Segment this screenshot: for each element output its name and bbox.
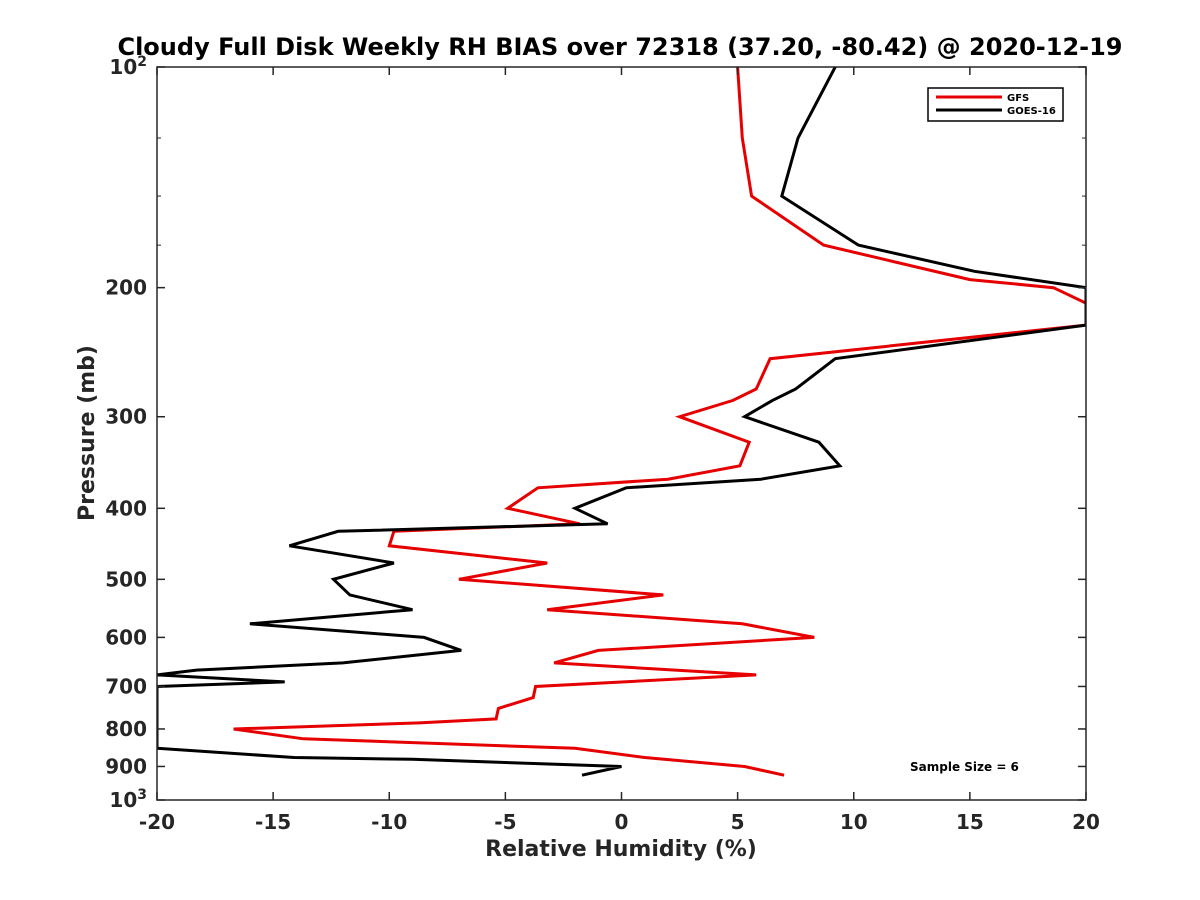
- y-tick-label: 500: [105, 567, 147, 591]
- x-tick-label: -20: [139, 810, 175, 834]
- x-tick-label: 10: [840, 810, 868, 834]
- y-tick-label: 700: [105, 674, 147, 698]
- x-tick-label: -5: [494, 810, 516, 834]
- y-tick-label: 300: [105, 405, 147, 429]
- x-tick-label: 15: [956, 810, 984, 834]
- y-tick-label: 103: [109, 787, 147, 812]
- x-axis-label: Relative Humidity (%): [485, 837, 757, 862]
- x-tick-label: 0: [615, 810, 629, 834]
- y-axis-label: Pressure (mb): [75, 345, 100, 521]
- sample-size-annotation: Sample Size = 6: [910, 760, 1019, 774]
- legend-label-gfs: GFS: [1007, 93, 1029, 104]
- x-axis: -20 -15 -10 -5 0 5 10 15 20: [139, 67, 1100, 834]
- y-tick-label: 400: [105, 496, 147, 520]
- x-tick-label: 20: [1072, 810, 1100, 834]
- series-line-goes-16: [157, 67, 1086, 777]
- series-layer: [157, 67, 1086, 777]
- x-tick-label: -15: [255, 810, 291, 834]
- legend: GFS GOES-16: [927, 87, 1064, 122]
- series-line-gfs: [233, 67, 1086, 777]
- legend-box: [927, 87, 1064, 122]
- y-tick-label: 600: [105, 625, 147, 649]
- legend-label-goes-16: GOES-16: [1007, 106, 1056, 117]
- x-tick-label: -10: [371, 810, 407, 834]
- y-tick-label: 200: [105, 276, 147, 300]
- y-tick-label: 900: [105, 754, 147, 778]
- chart-title: Cloudy Full Disk Weekly RH BIAS over 723…: [117, 33, 1122, 61]
- x-tick-label: 5: [731, 810, 745, 834]
- y-axis: 102 200 300 400 500 600 700 800 900 103: [105, 54, 1086, 812]
- y-tick-label: 102: [109, 54, 147, 79]
- y-tick-label: 800: [105, 717, 147, 741]
